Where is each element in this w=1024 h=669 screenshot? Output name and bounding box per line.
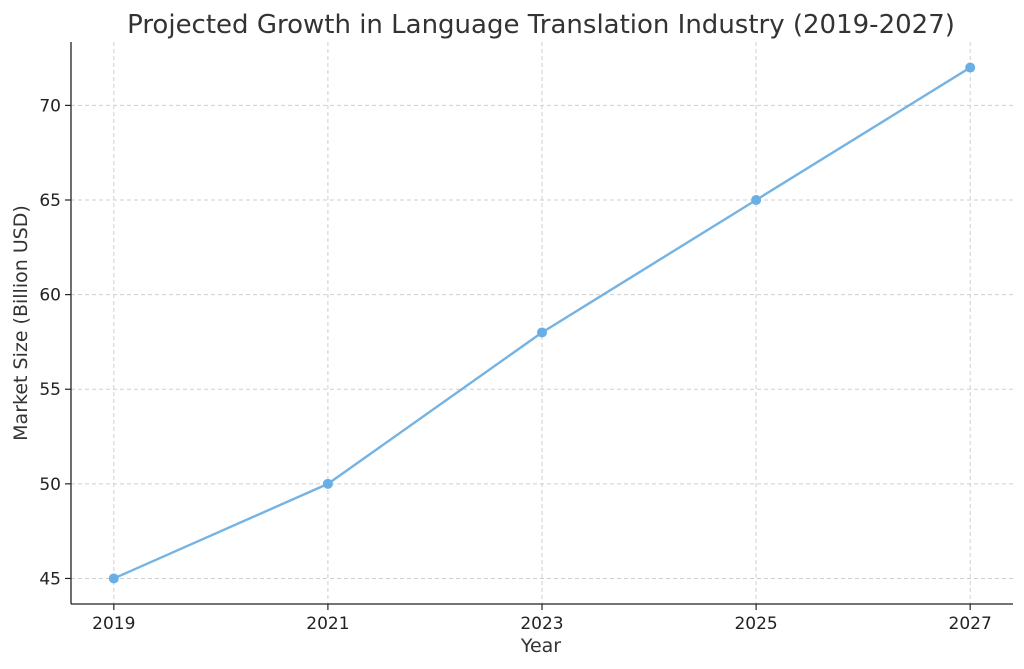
x-tick-label: 2019	[92, 614, 135, 634]
grid-lines	[71, 42, 1013, 604]
x-tick-label: 2021	[306, 614, 349, 634]
x-tick-label: 2025	[734, 614, 777, 634]
y-tick-label: 45	[39, 569, 61, 589]
y-tick-label: 50	[39, 475, 61, 495]
x-axis-label: Year	[520, 635, 561, 657]
chart-title: Projected Growth in Language Translation…	[127, 10, 955, 40]
axis-ticks: 2019 2021 2023 2025 2027 45 50 55 60 65 70	[39, 96, 991, 634]
y-tick-label: 65	[39, 191, 61, 211]
x-tick-label: 2027	[949, 614, 992, 634]
x-tick-label: 2023	[520, 614, 563, 634]
y-tick-label: 55	[39, 380, 61, 400]
data-point	[108, 573, 119, 584]
data-series	[108, 62, 976, 584]
data-point	[965, 62, 976, 73]
data-point	[751, 195, 762, 206]
y-tick-label: 60	[39, 286, 61, 306]
data-point	[322, 478, 333, 489]
y-tick-label: 70	[39, 96, 61, 116]
y-axis-label: Market Size (Billion USD)	[10, 205, 32, 441]
data-point	[537, 327, 547, 338]
